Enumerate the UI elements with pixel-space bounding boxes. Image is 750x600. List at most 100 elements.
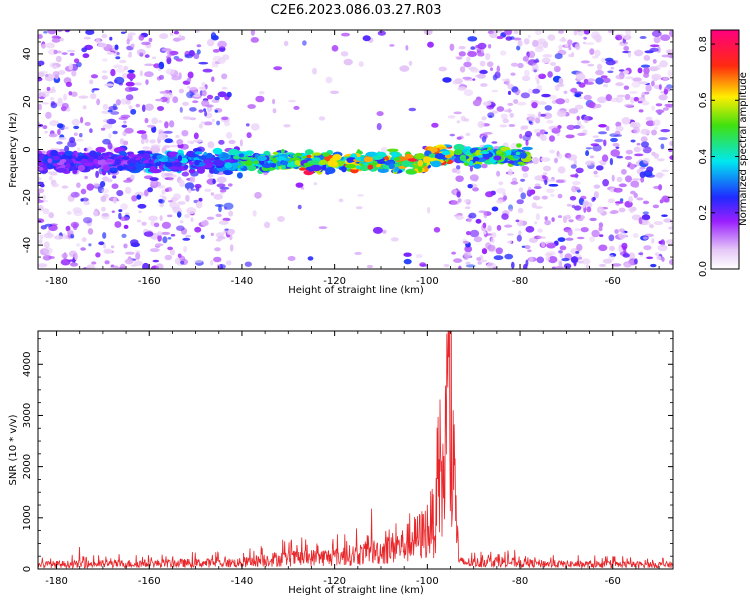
spectrogram-noise-cell: [641, 214, 651, 221]
spectrogram-noise-cell: [189, 176, 196, 183]
spectrogram-noise-cell: [630, 139, 636, 143]
spectrogram-noise-cell: [210, 192, 215, 196]
spectrogram-noise-cell: [61, 52, 68, 55]
spectrogram-noise-cell: [73, 132, 78, 136]
spectrogram-noise-cell: [38, 72, 45, 77]
spectrogram-noise-cell: [399, 65, 410, 72]
spectrogram-noise-cell: [182, 237, 191, 241]
spectrogram-signal-cell: [214, 156, 221, 161]
spectrogram-noise-cell: [645, 116, 653, 121]
spectrogram-noise-cell: [546, 178, 556, 183]
spectrogram-noise-cell: [610, 149, 620, 157]
spectrogram-noise-cell: [229, 244, 234, 252]
spectrogram-noise-cell: [535, 30, 542, 36]
spectrogram-noise-cell: [107, 109, 113, 113]
spectrogram-noise-cell: [194, 30, 200, 33]
spectrogram-noise-cell: [577, 30, 582, 33]
spectrogram-noise-cell: [198, 86, 207, 90]
spectrogram-noise-cell: [516, 45, 521, 51]
spectrogram-noise-cell: [38, 188, 45, 194]
spectrogram-signal-cell: [453, 143, 465, 151]
spectrogram-signal-cell: [169, 158, 176, 162]
spectrogram-noise-cell: [481, 163, 488, 169]
spectrogram-noise-cell: [126, 38, 130, 45]
spectrogram-noise-cell: [568, 219, 574, 223]
spectrogram-noise-cell: [288, 99, 296, 103]
spectrogram-noise-cell: [38, 90, 43, 98]
spectrogram-noise-cell: [655, 103, 663, 107]
spectrogram-noise-cell: [122, 140, 129, 146]
spectrogram-signal-cell: [516, 143, 522, 148]
spectrogram-noise-cell: [598, 131, 607, 135]
spectrogram-noise-cell: [218, 139, 225, 145]
spectrogram-noise-cell: [576, 243, 583, 252]
spectrogram-signal-cell: [156, 155, 163, 160]
spectrogram-signal-cell: [521, 146, 534, 151]
spectrogram-noise-cell: [130, 174, 135, 180]
spectrogram-noise-cell: [516, 101, 527, 106]
spectrogram-noise-cell: [307, 256, 314, 261]
spectrogram-noise-cell: [380, 146, 388, 154]
y-tick-label: 20: [22, 95, 33, 108]
spectrogram-noise-cell: [657, 158, 665, 162]
spectrogram-signal-cell: [406, 170, 417, 174]
spectrogram-signal-cell: [434, 153, 446, 160]
spectrogram-noise-cell: [64, 126, 69, 130]
spectrogram-noise-cell: [616, 176, 623, 183]
spectrogram-noise-cell: [66, 49, 76, 53]
spectrogram-noise-cell: [181, 130, 189, 137]
spectrogram-noise-cell: [177, 201, 186, 205]
spectrogram-signal-cell: [432, 147, 438, 153]
spectrogram-noise-cell: [71, 91, 78, 97]
spectrogram-noise-cell: [547, 34, 556, 41]
spectrogram-noise-cell: [198, 109, 204, 113]
spectrogram-noise-cell: [613, 187, 623, 193]
spectrogram-noise-cell: [227, 228, 236, 235]
spectrogram-noise-cell: [189, 107, 197, 112]
spectrogram-noise-cell: [598, 226, 603, 232]
spectrogram-noise-cell: [438, 66, 447, 72]
spectrogram-noise-cell: [544, 216, 548, 221]
spectrogram-noise-cell: [625, 149, 633, 155]
spectrogram-noise-cell: [312, 67, 317, 75]
spectrogram-signal-cell: [332, 154, 342, 161]
spectrogram-noise-cell: [640, 176, 645, 183]
spectrogram-noise-cell: [163, 130, 173, 134]
spectrogram-noise-cell: [102, 103, 109, 110]
spectrogram-signal-cell: [240, 156, 252, 160]
spectrogram-signal-cell: [93, 158, 99, 165]
spectrogram-signal-cell: [77, 152, 84, 156]
spectrogram-signal-cell: [475, 149, 483, 157]
spectrogram-noise-cell: [178, 88, 184, 94]
spectrogram-noise-cell: [255, 95, 265, 103]
spectrogram-signal-cell: [46, 163, 54, 170]
spectrogram-noise-cell: [544, 220, 551, 226]
spectrogram-noise-cell: [109, 266, 116, 269]
spectrogram-noise-cell: [524, 69, 530, 77]
spectrogram-noise-cell: [572, 181, 581, 186]
spectrogram-noise-cell: [568, 108, 579, 114]
snr-background: [38, 331, 673, 569]
spectrogram-noise-cell: [480, 83, 488, 87]
spectrogram-noise-cell: [607, 70, 614, 74]
spectrogram-noise-cell: [585, 42, 595, 45]
spectrogram-noise-cell: [477, 261, 483, 265]
spectrogram-noise-cell: [485, 242, 492, 250]
spectrogram-noise-cell: [403, 252, 412, 257]
spectrogram-signal-cell: [38, 166, 44, 171]
spectrogram-noise-cell: [76, 147, 81, 152]
spectrogram-noise-cell: [557, 237, 566, 243]
spectrogram-noise-cell: [81, 247, 85, 250]
spectrogram-noise-cell: [538, 73, 546, 80]
spectrogram-noise-cell: [487, 30, 494, 34]
spectrogram-noise-cell: [101, 188, 109, 194]
spectrogram-noise-cell: [625, 30, 631, 36]
spectrogram-noise-cell: [178, 34, 182, 38]
spectrogram-noise-cell: [490, 237, 495, 244]
spectrogram-noise-cell: [589, 217, 597, 222]
spectrogram-noise-cell: [585, 264, 591, 269]
snr-x-ticks: -180 -160 -140 -120 -100 -80 -60: [45, 331, 660, 587]
spectrogram-noise-cell: [633, 146, 641, 153]
spectrogram-y-axis-label: Frequency (Hz): [8, 112, 19, 188]
spectrogram-noise-cell: [475, 218, 482, 224]
